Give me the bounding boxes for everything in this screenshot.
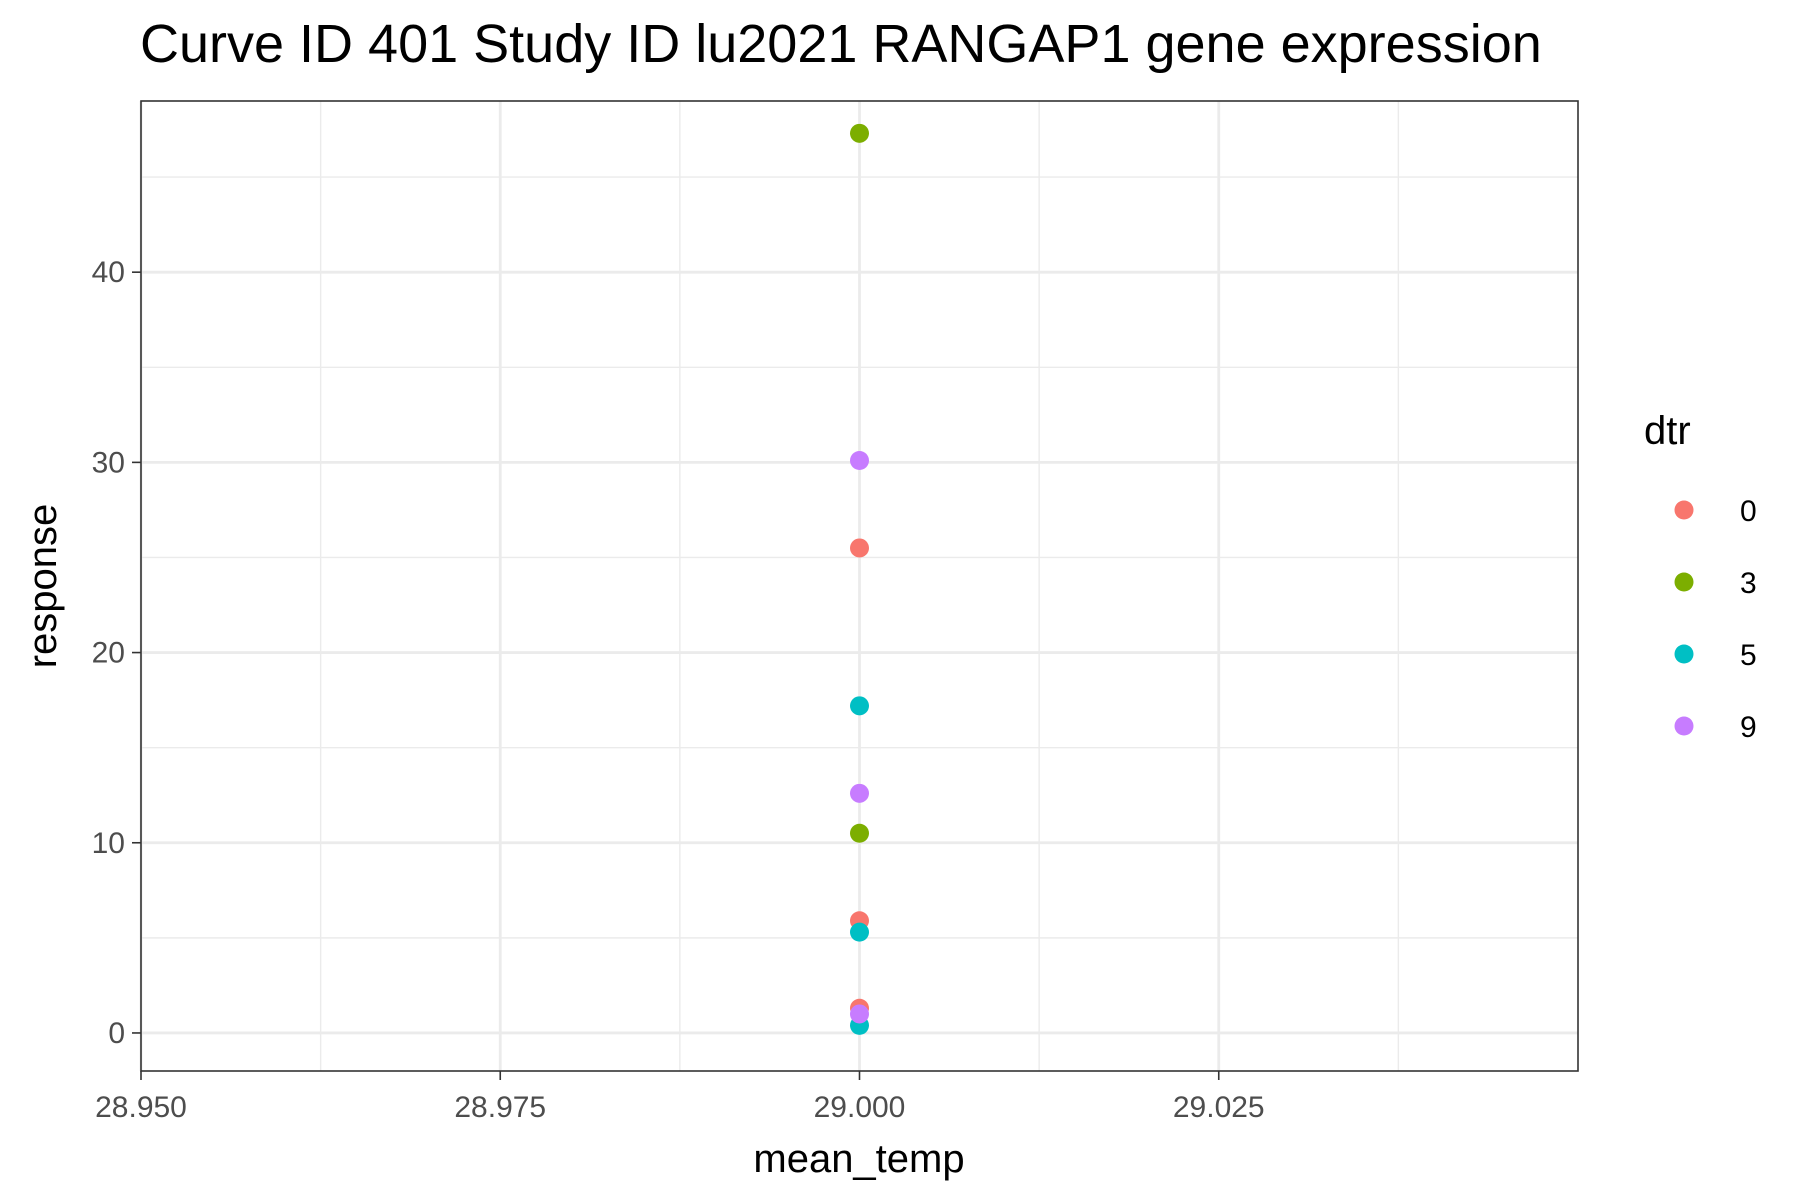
legend-label-5: 5 — [1740, 639, 1757, 672]
y-tick-label: 30 — [92, 446, 125, 479]
x-tick-label: 29.000 — [814, 1091, 906, 1124]
data-point-dtr-5 — [850, 922, 869, 942]
y-axis-label: response — [21, 504, 65, 669]
x-axis: 28.950 28.975 29.000 29.025 — [95, 1071, 1265, 1124]
data-point-dtr-5 — [850, 696, 869, 716]
data-point-dtr-3 — [850, 123, 869, 143]
y-axis: 0 10 20 30 40 — [92, 256, 141, 1050]
x-tick-label: 28.950 — [95, 1091, 187, 1124]
data-point-dtr-9 — [850, 450, 869, 470]
legend-key-9 — [1674, 716, 1694, 736]
y-tick-label: 10 — [92, 827, 125, 860]
legend-key-5 — [1674, 644, 1694, 664]
legend-key-3 — [1674, 572, 1694, 592]
legend-label-9: 9 — [1740, 711, 1757, 744]
data-point-dtr-9 — [850, 783, 869, 803]
legend: dtr 0 3 5 9 — [1644, 409, 1757, 744]
x-tick-label: 29.025 — [1173, 1091, 1265, 1124]
data-point-dtr-9 — [850, 1004, 869, 1024]
data-points — [850, 123, 869, 1035]
x-axis-label: mean_temp — [753, 1137, 964, 1181]
x-tick-label: 28.975 — [454, 1091, 546, 1124]
chart-title: Curve ID 401 Study ID lu2021 RANGAP1 gen… — [140, 14, 1542, 74]
legend-label-0: 0 — [1740, 495, 1757, 528]
y-tick-label: 0 — [108, 1017, 125, 1050]
y-tick-label: 20 — [92, 637, 125, 670]
legend-label-3: 3 — [1740, 567, 1757, 600]
legend-key-0 — [1674, 500, 1694, 520]
legend-title: dtr — [1644, 409, 1691, 453]
y-tick-label: 40 — [92, 256, 125, 289]
data-point-dtr-3 — [850, 823, 869, 843]
data-point-dtr-0 — [850, 538, 869, 558]
